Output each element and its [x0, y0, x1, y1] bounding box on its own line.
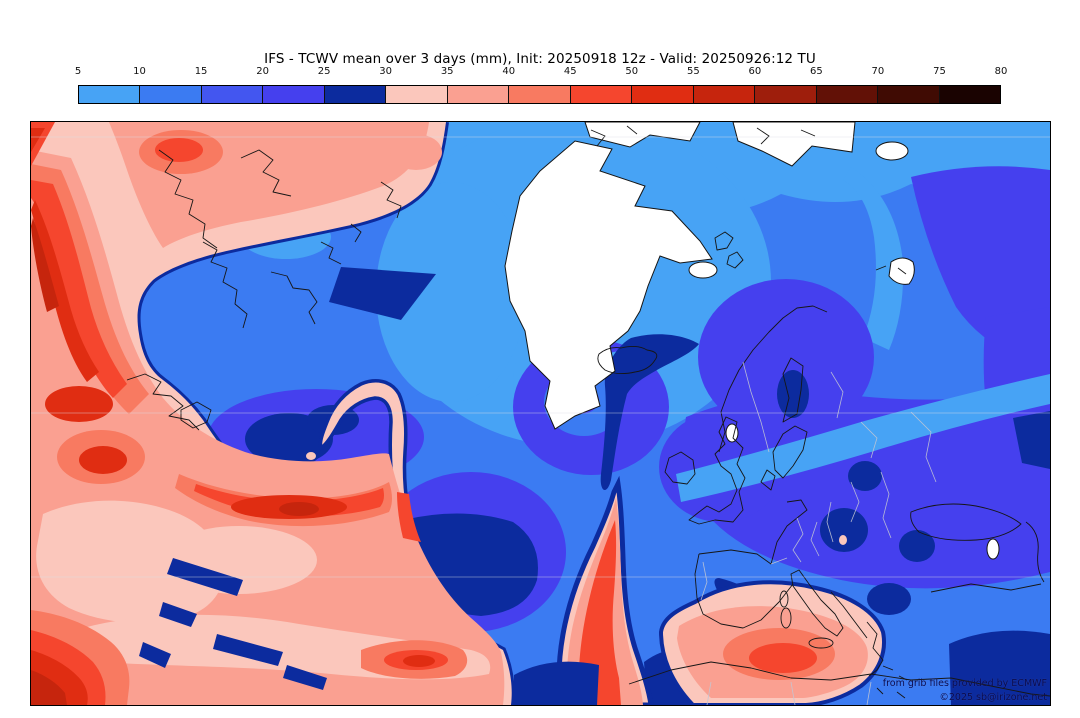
north-africa-coast — [628, 661, 1050, 697]
norway-coast — [718, 305, 828, 453]
page-title: IFS - TCWV mean over 3 days (mm), Init: … — [264, 51, 816, 67]
colorbar: 5 10 15 20 25 30 35 40 45 50 55 60 65 70 75 80 — [74, 66, 1008, 106]
colorbar-cell — [385, 86, 447, 103]
italy-coast — [790, 569, 844, 637]
colorbar-tick-label: 30 — [379, 66, 393, 77]
colorbar-tick-label: 55 — [686, 66, 700, 77]
colorbar-tick-label: 45 — [563, 66, 577, 77]
colorbar-cell — [815, 86, 878, 103]
colorbar-tick-label: 5 — [74, 66, 82, 77]
colorbar-tick-label: 65 — [810, 66, 823, 77]
colorbar-tick-label: 20 — [256, 66, 269, 77]
colorbar-cell — [262, 86, 324, 103]
colorbar-tick-label: 75 — [933, 66, 946, 77]
black-sea-coast — [910, 503, 1022, 541]
country-borders — [700, 361, 937, 705]
colorbar-cell — [877, 86, 939, 103]
map-svg — [31, 122, 1050, 705]
attribution-line-1: from grib files provided by ECMWF — [882, 678, 1047, 689]
spiral-spike — [318, 379, 419, 549]
iceland-coast — [597, 345, 658, 375]
coastlines — [126, 125, 1050, 699]
pale-speck — [839, 535, 847, 545]
colorbar-tick-row: 5 10 15 20 25 30 35 40 45 50 55 60 65 70 75 80 — [74, 66, 1008, 80]
colorbar-cell — [631, 86, 693, 103]
graticule — [31, 136, 1050, 578]
great-britain-coast — [688, 416, 746, 525]
colorbar-cell — [754, 86, 816, 103]
white-ice-regions — [504, 122, 1000, 560]
colorbar-cell — [79, 86, 140, 103]
colorbar-tick-label: 25 — [317, 66, 331, 77]
colorbar-tick-label: 10 — [133, 66, 146, 77]
ireland-coast — [664, 451, 696, 485]
colorbar-cell — [323, 86, 386, 103]
colorbar-tick-label: 80 — [994, 66, 1008, 77]
navy-dry-slots — [31, 122, 1050, 705]
colorbar-tick-label: 50 — [625, 66, 639, 77]
colorbar-tick-label: 35 — [440, 66, 454, 77]
greenland-shape — [504, 140, 713, 430]
europe-light-band — [676, 374, 1050, 502]
colorbar-cell — [692, 86, 755, 103]
newfoundland-coast — [180, 401, 212, 429]
colorbar-cell — [139, 86, 201, 103]
colorbar-cell — [508, 86, 570, 103]
colorbar-cell — [200, 86, 263, 103]
weather-map: from grib files provided by ECMWF ©2025 … — [30, 121, 1051, 706]
high-tcwv-red-mass — [31, 122, 886, 705]
colorbar-tick-label: 70 — [871, 66, 885, 77]
attribution-line-2: ©2025 sb@irizone.net — [939, 692, 1047, 703]
colorbar-cell — [446, 86, 509, 103]
colorbar-scale — [78, 85, 1001, 104]
svalbard-coast — [714, 231, 744, 269]
colorbar-cell — [938, 86, 1001, 103]
colorbar-cell — [569, 86, 632, 103]
colorbar-tick-label: 60 — [748, 66, 762, 77]
colorbar-tick-label: 15 — [194, 66, 208, 77]
colorbar-tick-label: 40 — [502, 66, 516, 77]
